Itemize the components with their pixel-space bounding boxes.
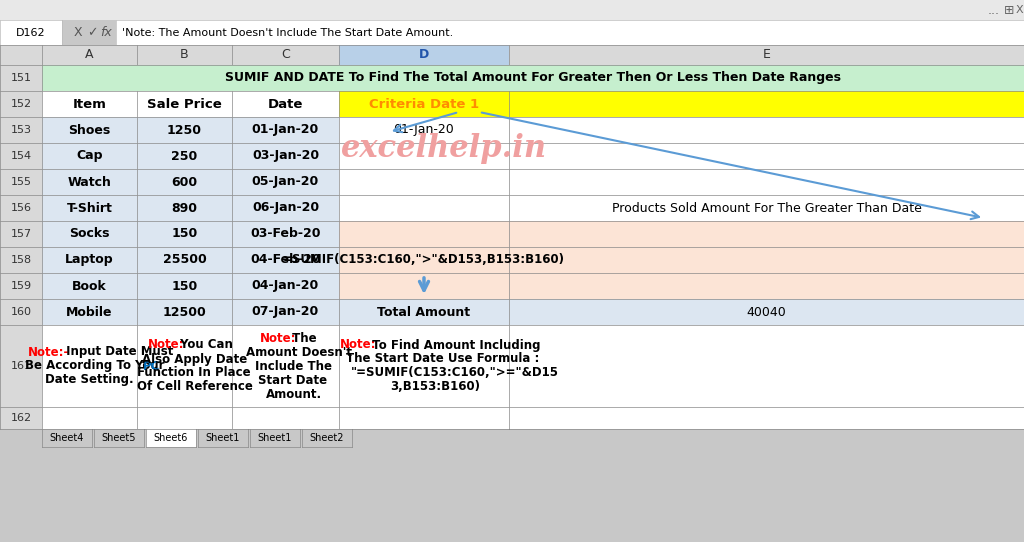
Text: E: E: [763, 48, 770, 61]
Text: ...: ...: [988, 3, 1000, 16]
Text: 07-Jan-20: 07-Jan-20: [252, 306, 319, 319]
Text: C: C: [282, 48, 290, 61]
Text: Sheet6: Sheet6: [154, 433, 188, 443]
Text: SUMIF AND DATE To Find The Total Amount For Greater Then Or Less Then Date Range: SUMIF AND DATE To Find The Total Amount …: [225, 72, 841, 85]
Text: Products Sold Amount For The Greater Than Date: Products Sold Amount For The Greater Tha…: [611, 202, 922, 215]
Text: 04-Jan-20: 04-Jan-20: [252, 280, 319, 293]
Text: 158: 158: [10, 255, 32, 265]
Text: Start Date: Start Date: [257, 373, 327, 386]
Text: 154: 154: [10, 151, 32, 161]
Text: Shoes: Shoes: [69, 124, 111, 137]
Text: Laptop: Laptop: [66, 254, 114, 267]
Text: Be According To Your: Be According To Your: [26, 359, 169, 372]
Text: 25500: 25500: [163, 254, 207, 267]
Text: 150: 150: [171, 228, 198, 241]
Text: Sheet4: Sheet4: [50, 433, 84, 443]
Text: Note:-: Note:-: [28, 345, 70, 358]
Text: A: A: [85, 48, 94, 61]
Text: Note:: Note:: [340, 339, 377, 352]
Text: D162: D162: [16, 28, 46, 37]
Text: 161: 161: [10, 361, 32, 371]
Text: =SUMIF(C153:C160,">"&D153,B153:B160): =SUMIF(C153:C160,">"&D153,B153:B160): [283, 254, 565, 267]
Text: 160: 160: [10, 307, 32, 317]
Text: D: D: [419, 48, 429, 61]
Text: Note:: Note:: [260, 332, 297, 345]
Text: 153: 153: [10, 125, 32, 135]
Text: You Can: You Can: [176, 339, 233, 352]
Text: 03-Feb-20: 03-Feb-20: [250, 228, 321, 241]
Text: fx: fx: [100, 26, 112, 39]
Text: 151: 151: [10, 73, 32, 83]
Text: 01-Jan-20: 01-Jan-20: [393, 124, 455, 137]
Text: Book: Book: [72, 280, 106, 293]
Text: Criteria Date 1: Criteria Date 1: [369, 98, 479, 111]
Text: Sheet1: Sheet1: [258, 433, 292, 443]
Text: Sheet2: Sheet2: [309, 433, 344, 443]
Text: 150: 150: [171, 280, 198, 293]
Text: 1250: 1250: [167, 124, 202, 137]
Text: Date: Date: [268, 98, 303, 111]
Text: Date Setting.: Date Setting.: [45, 373, 134, 386]
Text: Total Amount: Total Amount: [378, 306, 471, 319]
Text: Input Date Must: Input Date Must: [61, 345, 173, 358]
Text: Item: Item: [73, 98, 106, 111]
Text: Function In Place: Function In Place: [137, 366, 251, 379]
Text: Mobile: Mobile: [67, 306, 113, 319]
Text: ⊞: ⊞: [1004, 3, 1014, 16]
Text: Also Apply Date: Also Apply Date: [142, 352, 248, 365]
Text: Watch: Watch: [68, 176, 112, 189]
Text: T-Shirt: T-Shirt: [67, 202, 113, 215]
Text: 01-Jan-20: 01-Jan-20: [252, 124, 319, 137]
Text: 155: 155: [10, 177, 32, 187]
Text: 3,B153:B160): 3,B153:B160): [390, 380, 480, 393]
Text: 162: 162: [10, 413, 32, 423]
Text: To Find Amount Including: To Find Amount Including: [368, 339, 541, 352]
Text: X: X: [1015, 5, 1023, 15]
Text: 05-Jan-20: 05-Jan-20: [252, 176, 319, 189]
Text: excelhelp.in: excelhelp.in: [341, 133, 547, 164]
Text: The: The: [289, 332, 316, 345]
Text: 'Note: The Amount Doesn't Include The Start Date Amount.: 'Note: The Amount Doesn't Include The St…: [122, 28, 454, 37]
Text: 156: 156: [10, 203, 32, 213]
Text: 40040: 40040: [746, 306, 786, 319]
Text: "=SUMIF(C153:C160,">="&D15: "=SUMIF(C153:C160,">="&D15: [351, 366, 559, 379]
Text: Amount Doesn't: Amount Doesn't: [247, 345, 352, 358]
Text: Of Cell Reference: Of Cell Reference: [137, 380, 253, 393]
Text: 152: 152: [10, 99, 32, 109]
Text: Note:: Note:: [148, 339, 184, 352]
Text: 600: 600: [171, 176, 198, 189]
Text: 12500: 12500: [163, 306, 207, 319]
Text: PC: PC: [142, 359, 160, 372]
Text: Cap: Cap: [76, 150, 102, 163]
Text: 890: 890: [171, 202, 198, 215]
Text: 04-Feb-20: 04-Feb-20: [250, 254, 321, 267]
Text: 157: 157: [10, 229, 32, 239]
Text: ✓: ✓: [87, 26, 97, 39]
Text: B: B: [180, 48, 188, 61]
Text: 03-Jan-20: 03-Jan-20: [252, 150, 319, 163]
Text: X: X: [74, 26, 82, 39]
Text: Socks: Socks: [70, 228, 110, 241]
Text: Sale Price: Sale Price: [147, 98, 222, 111]
Text: Sheet1: Sheet1: [206, 433, 241, 443]
Text: 250: 250: [171, 150, 198, 163]
Text: The Start Date Use Formula :: The Start Date Use Formula :: [346, 352, 539, 365]
Text: Amount.: Amount.: [266, 388, 322, 401]
Text: 159: 159: [10, 281, 32, 291]
Text: 06-Jan-20: 06-Jan-20: [252, 202, 319, 215]
Text: Sheet5: Sheet5: [101, 433, 136, 443]
Text: Include The: Include The: [255, 359, 332, 372]
